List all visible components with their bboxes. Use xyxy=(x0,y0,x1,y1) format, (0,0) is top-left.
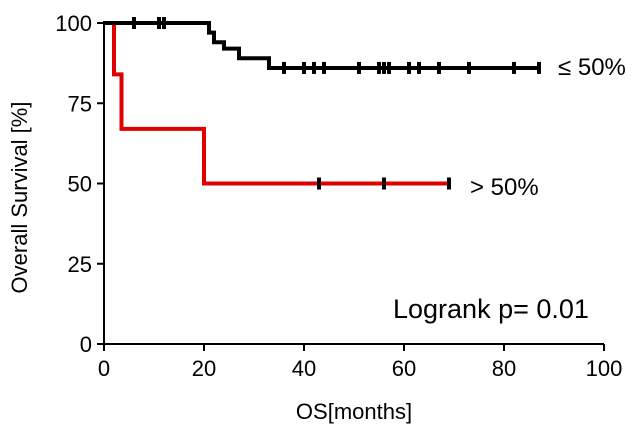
y-axis-label: Overall Survival [%] xyxy=(7,102,32,294)
survival-step-line xyxy=(104,21,539,70)
axes: 0 25 50 75 100 0 20 40 60 80 100 xyxy=(55,11,622,381)
x-axis-label: OS[months] xyxy=(296,399,412,424)
x-tick-label: 20 xyxy=(192,356,216,381)
x-tick-label: 60 xyxy=(392,356,416,381)
x-tick-label: 0 xyxy=(98,356,110,381)
x-tick-label: 100 xyxy=(586,356,623,381)
plot-area xyxy=(104,17,541,190)
y-tick-label: 100 xyxy=(55,11,92,36)
y-tick-label: 75 xyxy=(68,91,92,116)
series-1 xyxy=(104,21,451,190)
y-tick-label: 25 xyxy=(68,252,92,277)
x-tick-label: 40 xyxy=(292,356,316,381)
series-0 xyxy=(104,17,541,74)
y-tick-label: 50 xyxy=(68,172,92,197)
series-label-low: ≤ 50% xyxy=(558,54,626,81)
series-label-high: > 50% xyxy=(470,174,539,201)
x-tick-label: 80 xyxy=(492,356,516,381)
logrank-annotation: Logrank p= 0.01 xyxy=(393,294,589,324)
y-ticks: 0 25 50 75 100 xyxy=(55,11,104,357)
survival-step-line xyxy=(104,21,449,186)
y-tick-label: 0 xyxy=(80,332,92,357)
x-ticks: 0 20 40 60 80 100 xyxy=(98,344,622,381)
